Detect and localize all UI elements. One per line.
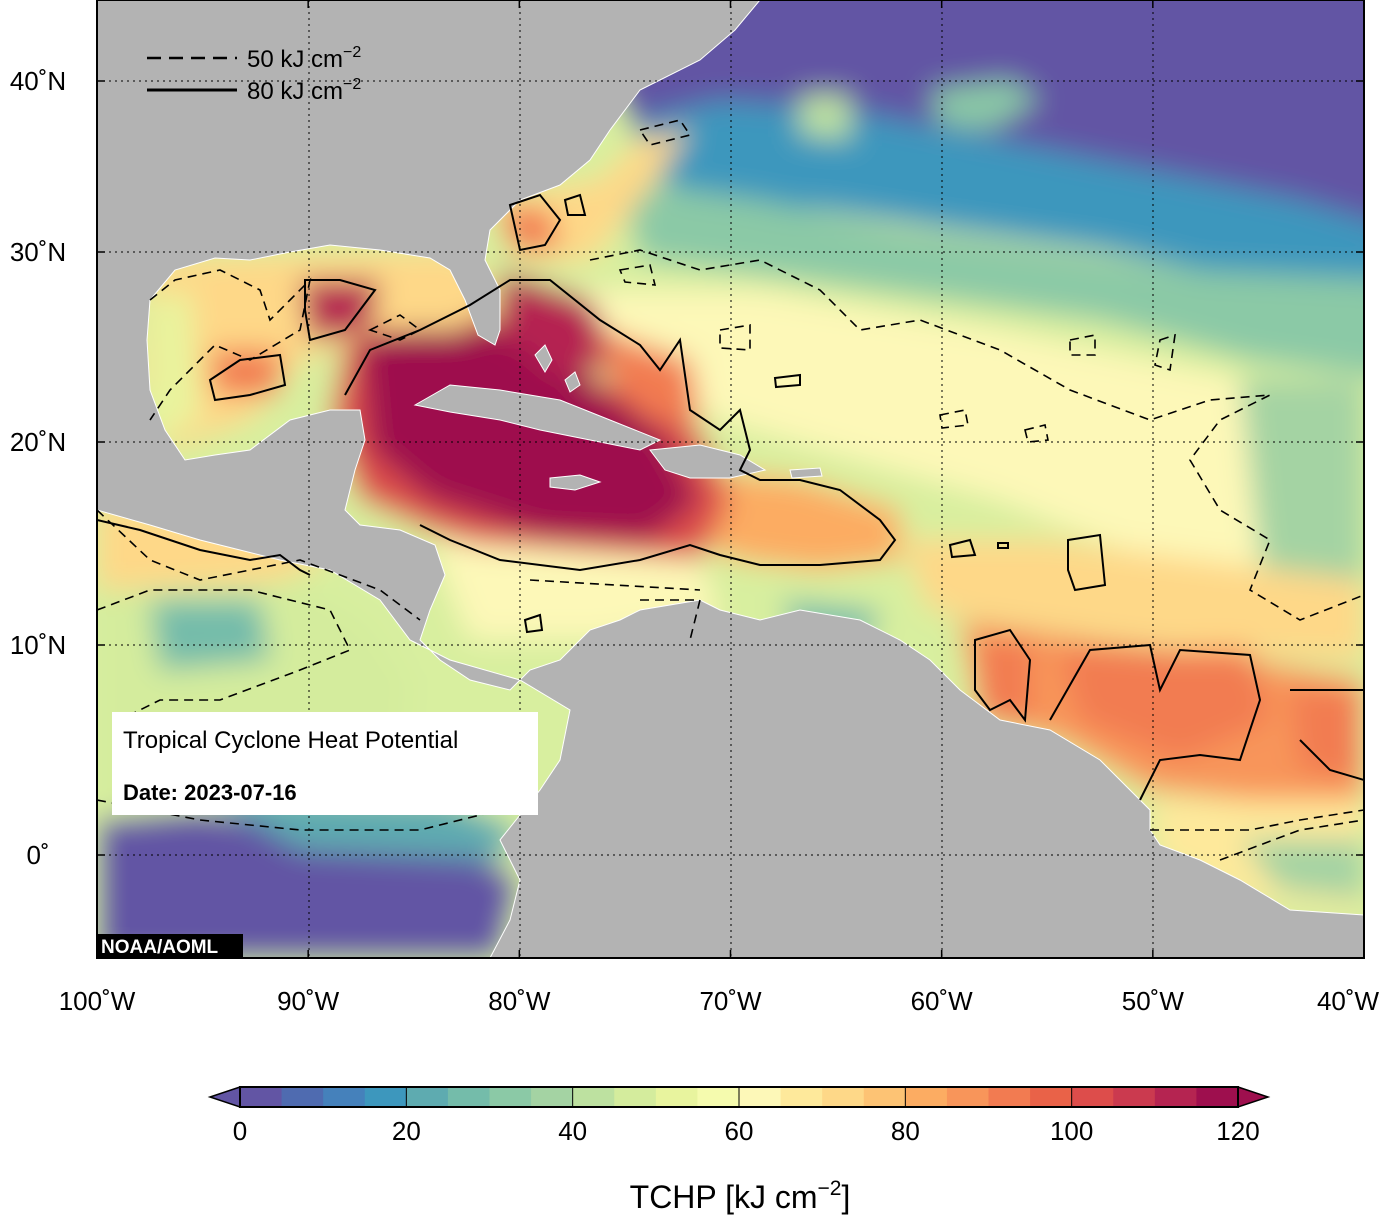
- map-date: Date: 2023-07-16: [123, 780, 297, 805]
- colorbar-swatch: [988, 1087, 1031, 1107]
- colorbar-swatch: [739, 1087, 782, 1107]
- contour-legend: 50 kJ cm−2 80 kJ cm−2: [147, 44, 361, 105]
- legend-solid-label: 80 kJ cm−2: [247, 76, 361, 105]
- colorbar-swatch: [1030, 1087, 1073, 1107]
- contours-80-kj: [97, 193, 1364, 801]
- puerto-rico-island: [789, 467, 823, 479]
- credit-text: NOAA/AOML: [101, 937, 219, 958]
- land-masses: [97, 0, 1364, 958]
- title-box: Tropical Cyclone Heat Potential Date: 20…: [112, 712, 538, 815]
- colorbar-swatch: [905, 1087, 948, 1107]
- colorbar-swatch: [655, 1087, 698, 1107]
- lon-tick-label: 40˚W: [1317, 986, 1380, 1016]
- lon-tick-label: 100˚W: [59, 986, 136, 1016]
- colorbar-swatch: [323, 1087, 366, 1107]
- colorbar-swatch: [281, 1087, 324, 1107]
- colorbar-swatch: [406, 1087, 449, 1107]
- colorbar-tick-label: 60: [725, 1116, 754, 1146]
- lon-tick-label: 60˚W: [911, 986, 974, 1016]
- contours-50-kj: [97, 119, 1364, 861]
- longitude-axis: 100˚W 90˚W 80˚W 70˚W 60˚W 50˚W 40˚W: [59, 0, 1380, 1016]
- bahamas-islands: [534, 344, 581, 393]
- latitude-axis: 40˚N 30˚N 20˚N 10˚N 0˚: [10, 66, 1364, 870]
- colorbar-swatch: [489, 1087, 532, 1107]
- colorbar-swatch: [780, 1087, 823, 1107]
- colorbar-tick-label: 40: [558, 1116, 587, 1146]
- lon-tick-label: 70˚W: [699, 986, 762, 1016]
- map-panel: [97, 0, 1364, 958]
- cuba-island: [413, 384, 662, 451]
- colorbar: 0 20 40 60 80 100 120: [207, 1085, 1271, 1146]
- legend-dashed-label: 50 kJ cm−2: [247, 44, 361, 73]
- colorbar-swatch: [447, 1087, 490, 1107]
- lat-tick-label: 20˚N: [10, 427, 66, 457]
- colorbar-tick-label: 20: [392, 1116, 421, 1146]
- colorbar-swatch: [822, 1087, 865, 1107]
- colorbar-extend-high: [1237, 1085, 1271, 1109]
- colorbar-tick-label: 0: [233, 1116, 247, 1146]
- colorbar-swatch: [863, 1087, 906, 1107]
- colorbar-swatch: [240, 1087, 283, 1107]
- colorbar-swatch: [531, 1087, 574, 1107]
- colorbar-label: TCHP [kJ cm−2]: [630, 1177, 851, 1215]
- colorbar-extend-low: [207, 1085, 241, 1109]
- map-title: Tropical Cyclone Heat Potential: [123, 727, 458, 754]
- lat-tick-label: 40˚N: [10, 66, 66, 96]
- colorbar-swatch: [1113, 1087, 1156, 1107]
- colorbar-swatch: [364, 1087, 407, 1107]
- colorbar-swatch: [1071, 1087, 1114, 1107]
- jamaica-island: [549, 474, 602, 491]
- north-america-landmass: [97, 0, 1364, 958]
- lat-tick-label: 30˚N: [10, 237, 66, 267]
- lon-tick-label: 80˚W: [488, 986, 551, 1016]
- colorbar-tick-label: 80: [891, 1116, 920, 1146]
- colorbar-swatch: [1154, 1087, 1197, 1107]
- lat-tick-label: 10˚N: [10, 630, 66, 660]
- tchp-heat-field: [97, 0, 1364, 958]
- colorbar-swatch: [946, 1087, 989, 1107]
- lon-tick-label: 50˚W: [1122, 986, 1185, 1016]
- colorbar-swatch: [572, 1087, 615, 1107]
- colorbar-swatch: [614, 1087, 657, 1107]
- colorbar-tick-label: 100: [1050, 1116, 1093, 1146]
- colorbar-swatch: [1196, 1087, 1239, 1107]
- lat-tick-label: 0˚: [26, 840, 49, 870]
- colorbar-tick-label: 120: [1216, 1116, 1259, 1146]
- credit-badge: NOAA/AOML: [97, 934, 243, 958]
- colorbar-swatch: [697, 1087, 740, 1107]
- lon-tick-label: 90˚W: [277, 986, 340, 1016]
